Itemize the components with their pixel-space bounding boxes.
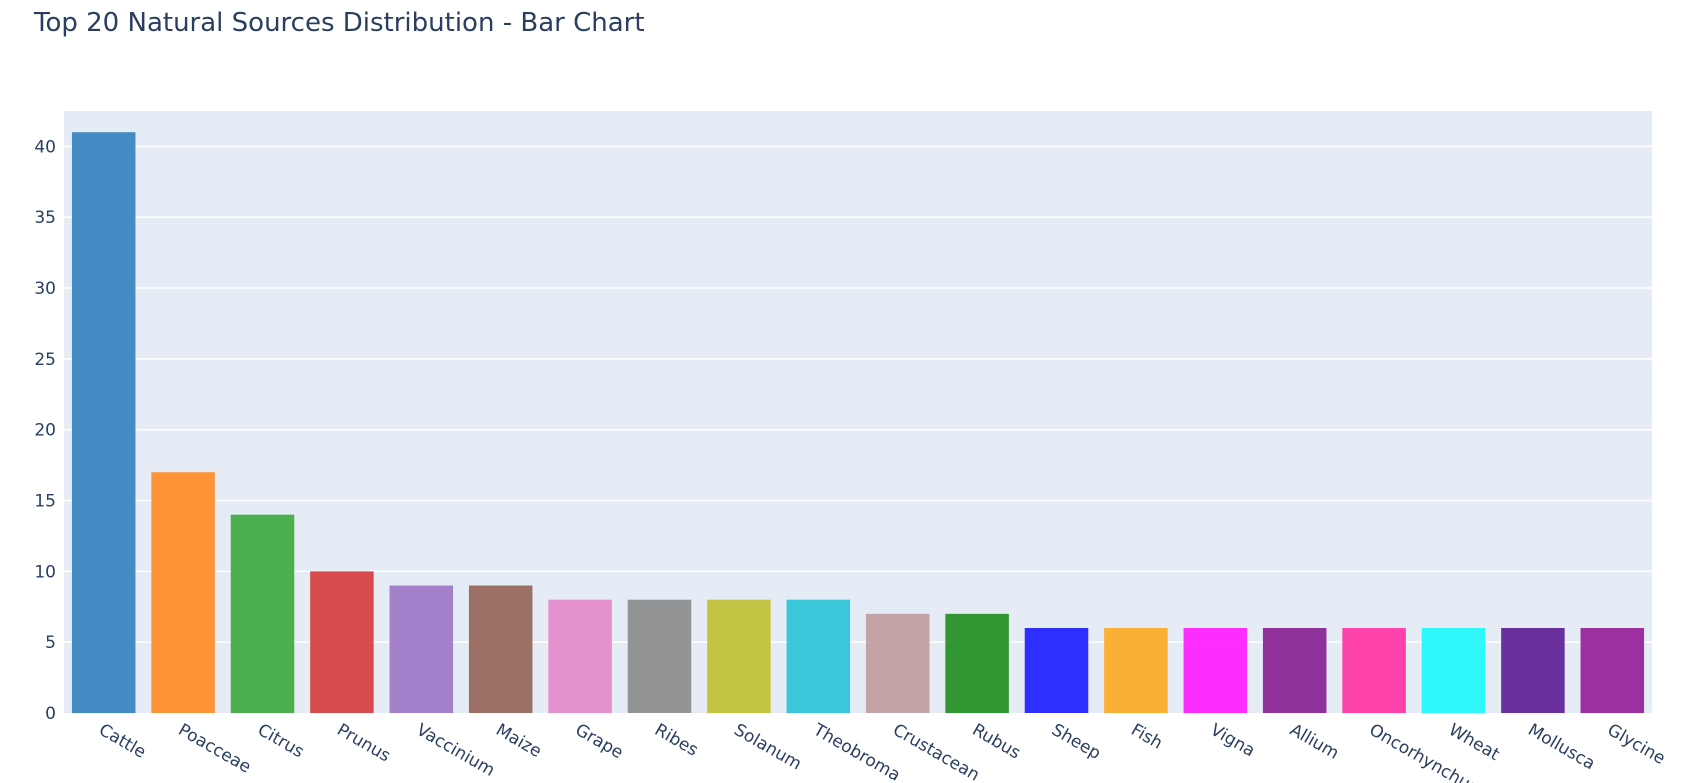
x-tick-label: Mollusca (1524, 720, 1598, 774)
x-tick-label: Vaccinium (413, 720, 498, 781)
bar-citrus (230, 514, 295, 713)
x-tick-label: Vigna (1207, 720, 1259, 761)
y-tick-label: 5 (45, 633, 56, 653)
y-tick-label: 35 (34, 208, 56, 228)
x-tick-label: Grape (572, 720, 627, 763)
x-tick-label: Fish (1127, 720, 1165, 754)
y-tick-label: 40 (34, 137, 56, 157)
y-axis-ticks: 0 5 10 15 20 25 30 35 40 (34, 137, 56, 724)
y-tick-label: 10 (34, 562, 56, 582)
x-tick-label: Poacceae (175, 720, 255, 778)
x-tick-label: Wheat (1445, 720, 1503, 765)
bar-allium (1262, 628, 1327, 713)
y-tick-label: 20 (34, 421, 56, 441)
bar-vaccinium (389, 585, 454, 713)
bar-wheat (1421, 628, 1486, 713)
bar-glycine (1580, 628, 1645, 713)
x-tick-label: Rubus (969, 720, 1024, 764)
bars (71, 132, 1645, 713)
x-tick-label: Theobroma (809, 720, 904, 783)
y-tick-label: 0 (45, 704, 56, 724)
bar-mollusca (1501, 628, 1565, 713)
x-tick-label: Sheep (1048, 720, 1104, 764)
bar-cattle (71, 132, 136, 713)
bar-oncorhynchus (1342, 628, 1406, 713)
x-tick-label: Ribes (651, 720, 702, 761)
x-tick-label: Cattle (95, 720, 149, 763)
bar-maize (468, 585, 533, 713)
chart-title: Top 20 Natural Sources Distribution - Ba… (34, 8, 645, 38)
x-tick-label: Citrus (254, 720, 307, 762)
bar-ribes (627, 599, 692, 713)
plot-background (64, 111, 1652, 713)
x-tick-label: Prunus (333, 720, 393, 766)
bar-rubus (945, 613, 1009, 713)
bar-poacceae (151, 472, 215, 713)
bar-fish (1104, 628, 1168, 713)
bar-sheep (1024, 628, 1089, 713)
x-tick-label: Crustacean (889, 720, 983, 783)
x-tick-label: Allium (1286, 720, 1342, 764)
x-tick-label: Maize (492, 720, 545, 762)
bar-crustacean (865, 613, 930, 713)
bar-prunus (310, 571, 374, 713)
bar-vigna (1183, 628, 1248, 713)
bar-grape (548, 599, 612, 713)
y-tick-label: 15 (34, 492, 56, 512)
x-tick-label: Solanum (730, 720, 804, 775)
y-tick-label: 30 (34, 279, 56, 299)
x-tick-label: Glycine (1604, 720, 1669, 769)
bar-theobroma (786, 599, 851, 713)
x-axis-ticks: Cattle Poacceae Citrus Prunus VacciniumMaize… (95, 720, 1668, 783)
bar-solanum (707, 599, 771, 713)
y-tick-label: 25 (34, 350, 56, 370)
